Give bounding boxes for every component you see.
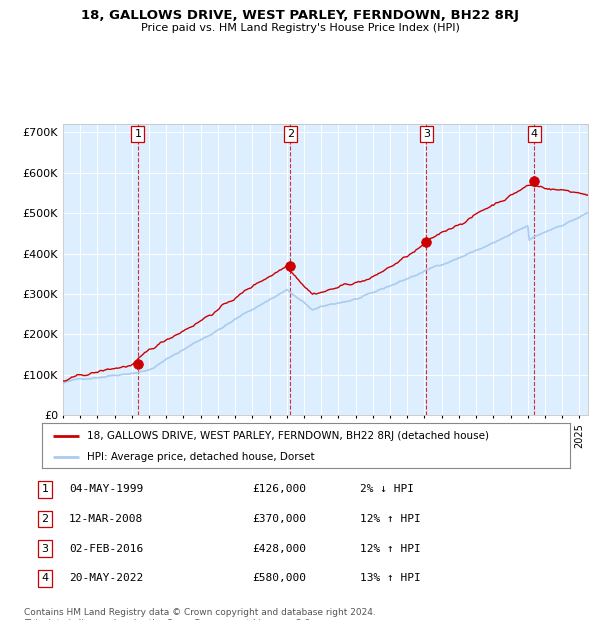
Text: Contains HM Land Registry data © Crown copyright and database right 2024.
This d: Contains HM Land Registry data © Crown c… — [24, 608, 376, 620]
Text: £126,000: £126,000 — [252, 484, 306, 494]
Text: 1: 1 — [41, 484, 49, 494]
Text: 3: 3 — [422, 129, 430, 140]
Text: 12% ↑ HPI: 12% ↑ HPI — [360, 544, 421, 554]
Text: 13% ↑ HPI: 13% ↑ HPI — [360, 574, 421, 583]
Text: 04-MAY-1999: 04-MAY-1999 — [69, 484, 143, 494]
Text: 2: 2 — [41, 514, 49, 524]
Text: 18, GALLOWS DRIVE, WEST PARLEY, FERNDOWN, BH22 8RJ (detached house): 18, GALLOWS DRIVE, WEST PARLEY, FERNDOWN… — [87, 431, 489, 441]
Text: 20-MAY-2022: 20-MAY-2022 — [69, 574, 143, 583]
Text: 2% ↓ HPI: 2% ↓ HPI — [360, 484, 414, 494]
Text: 12-MAR-2008: 12-MAR-2008 — [69, 514, 143, 524]
Text: £370,000: £370,000 — [252, 514, 306, 524]
Text: 1: 1 — [134, 129, 142, 140]
Text: 12% ↑ HPI: 12% ↑ HPI — [360, 514, 421, 524]
Text: Price paid vs. HM Land Registry's House Price Index (HPI): Price paid vs. HM Land Registry's House … — [140, 23, 460, 33]
Text: HPI: Average price, detached house, Dorset: HPI: Average price, detached house, Dors… — [87, 452, 314, 462]
Text: 3: 3 — [41, 544, 49, 554]
Text: 18, GALLOWS DRIVE, WEST PARLEY, FERNDOWN, BH22 8RJ: 18, GALLOWS DRIVE, WEST PARLEY, FERNDOWN… — [81, 9, 519, 22]
Text: £580,000: £580,000 — [252, 574, 306, 583]
Text: 4: 4 — [531, 129, 538, 140]
Text: 2: 2 — [287, 129, 294, 140]
Text: 4: 4 — [41, 574, 49, 583]
Text: 02-FEB-2016: 02-FEB-2016 — [69, 544, 143, 554]
Text: £428,000: £428,000 — [252, 544, 306, 554]
